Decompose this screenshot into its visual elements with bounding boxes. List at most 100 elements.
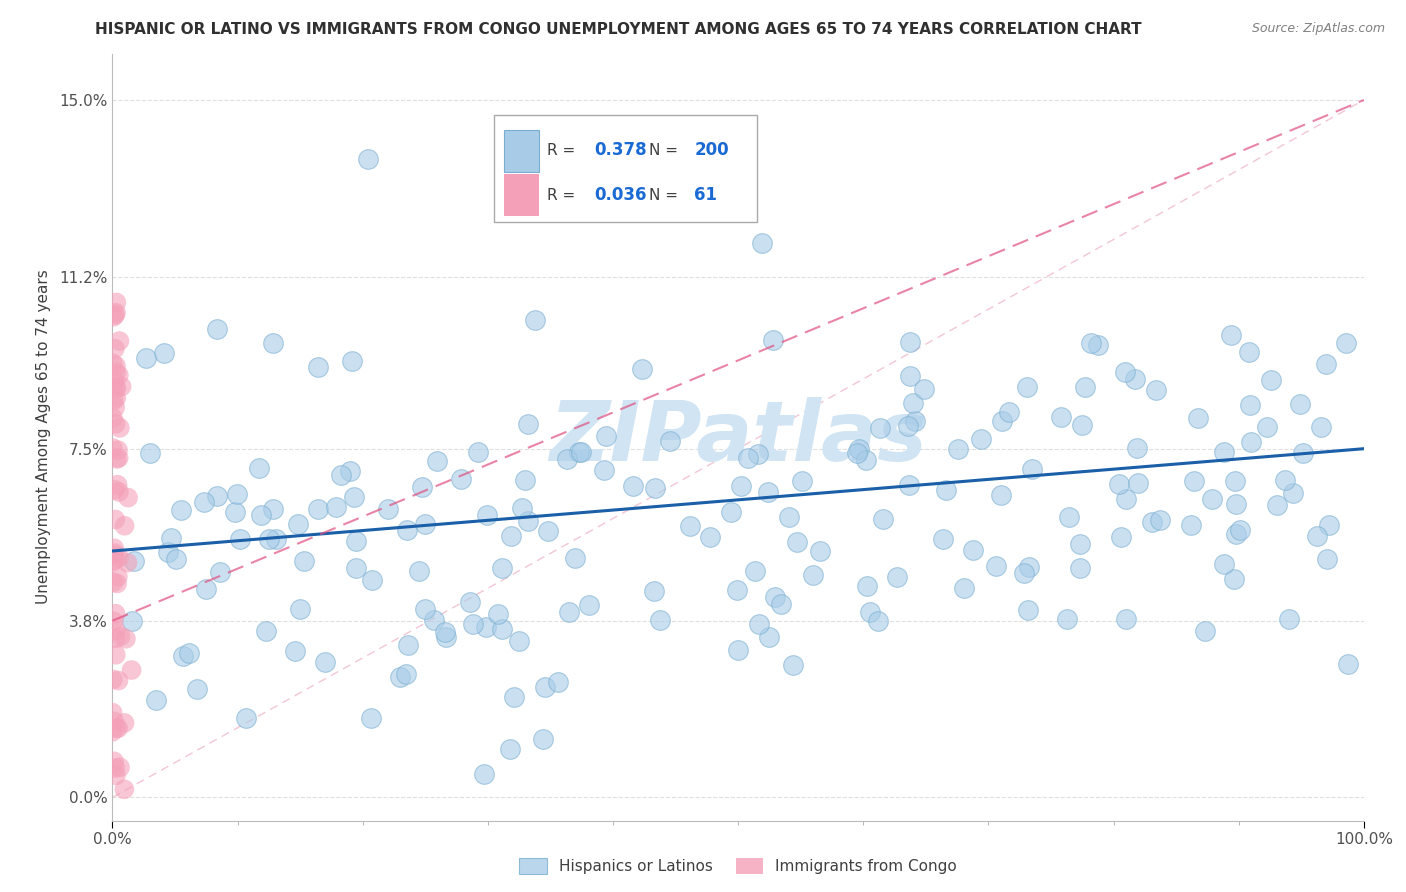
Point [761,333,783,347]
Point [101,356,124,370]
Point [1260,373,1282,387]
Point [108,485,131,500]
Point [1187,411,1209,425]
Point [725,582,748,597]
Y-axis label: Unemployment Among Ages 65 to 74 years: Unemployment Among Ages 65 to 74 years [37,269,51,605]
Point [534,680,557,694]
Point [501,529,523,543]
Point [770,597,793,611]
Point [1289,397,1312,411]
Point [866,614,889,628]
Point [997,405,1019,419]
Point [103,575,125,590]
Point [104,512,127,526]
Point [1274,473,1296,487]
Point [250,508,273,522]
Point [433,624,456,639]
Point [679,518,702,533]
Point [104,308,127,322]
Point [558,605,581,619]
Point [104,546,127,560]
Point [898,335,921,350]
Point [101,706,124,720]
Point [1317,518,1340,533]
Point [330,467,353,482]
Text: 0.036: 0.036 [595,186,647,204]
Point [756,484,779,499]
Point [782,658,804,673]
Point [531,731,554,746]
Point [103,310,125,324]
Point [903,396,925,410]
Point [411,479,433,493]
Point [1115,612,1137,626]
Point [475,620,498,634]
Point [475,508,498,523]
Point [108,421,131,435]
Point [1070,417,1092,432]
Point [104,607,127,621]
Point [145,692,167,706]
Point [104,359,127,373]
Point [225,487,247,501]
Point [1315,552,1337,566]
Point [186,682,208,697]
Point [121,614,143,628]
Point [159,531,181,545]
Point [194,582,217,597]
Point [107,477,129,491]
Point [284,644,307,658]
Point [105,721,128,735]
Point [1056,612,1078,626]
Point [897,419,920,434]
Point [104,632,127,646]
Point [294,554,316,568]
Point [1128,476,1150,491]
Point [1292,446,1315,460]
Point [517,417,540,431]
Point [564,550,586,565]
Point [262,502,284,516]
Point [229,532,252,546]
Point [523,313,546,327]
Point [569,444,592,458]
Point [1239,344,1261,359]
Point [105,365,128,379]
Point [912,383,935,397]
Point [114,518,136,533]
FancyBboxPatch shape [494,115,756,222]
Point [846,445,869,459]
Point [396,638,419,652]
Point [555,452,578,467]
Point [153,346,176,360]
Point [568,444,591,458]
Point [108,334,131,348]
Text: HISPANIC OR LATINO VS IMMIGRANTS FROM CONGO UNEMPLOYMENT AMONG AGES 65 TO 74 YEA: HISPANIC OR LATINO VS IMMIGRANTS FROM CO… [96,22,1142,37]
Point [747,447,769,461]
Point [110,379,132,393]
Point [344,533,367,548]
Point [104,552,127,566]
Text: R =: R = [547,188,579,203]
Point [1021,462,1043,476]
Point [104,342,127,356]
Point [104,401,127,415]
Point [508,634,530,648]
Point [423,613,446,627]
Point [1123,372,1146,386]
Point [107,450,129,465]
Point [1265,498,1288,512]
Point [855,453,877,467]
Point [1334,335,1357,350]
Point [792,475,814,489]
Point [1140,515,1163,529]
Point [499,742,522,756]
Point [1225,497,1247,511]
Point [621,479,644,493]
Point [1126,441,1149,455]
Point [730,479,752,493]
Point [1108,476,1130,491]
Point [751,235,773,250]
Point [105,576,128,591]
Text: 200: 200 [695,141,728,159]
